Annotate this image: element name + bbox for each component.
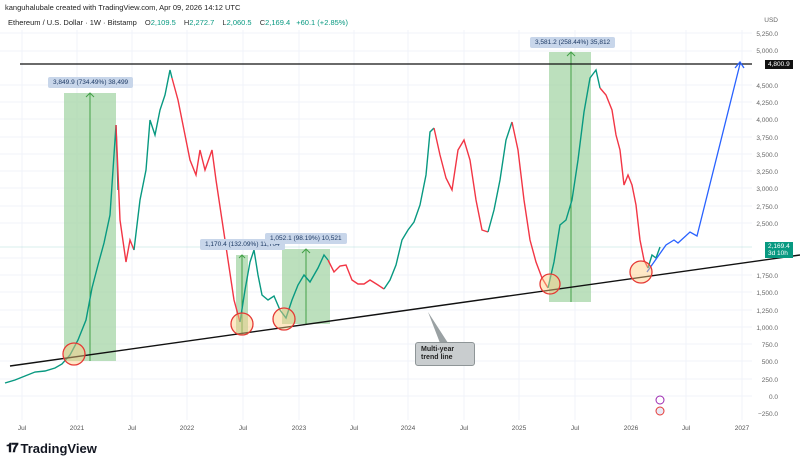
svg-text:5,250.0: 5,250.0 [756, 31, 778, 38]
svg-text:2025: 2025 [512, 425, 527, 432]
current-price-tag: 2,169.4 3d 10h [765, 242, 793, 258]
svg-text:4,000.0: 4,000.0 [756, 117, 778, 124]
symbol-title: Ethereum / U.S. Dollar · 1W · Bitstamp [8, 18, 137, 27]
creator-credit: kanguhalubale created with TradingView.c… [5, 3, 241, 12]
candles [4, 68, 661, 384]
svg-text:Jul: Jul [460, 425, 469, 432]
measure-label-3: 1,052.1 (98.19%) 10,521 [265, 233, 347, 244]
projection-path [646, 63, 741, 273]
change-value: +60.1 (+2.85%) [296, 18, 348, 27]
svg-text:1,500.0: 1,500.0 [756, 290, 778, 297]
svg-text:−250.0: −250.0 [758, 411, 778, 418]
trend-line-callout: Multi-year trend line [415, 342, 475, 366]
low-value: 2,060.5 [226, 18, 252, 27]
tradingview-logo-text: TradingView [20, 440, 97, 456]
svg-text:5,000.0: 5,000.0 [756, 48, 778, 55]
svg-text:3,250.0: 3,250.0 [756, 169, 778, 176]
svg-text:250.0: 250.0 [762, 377, 779, 384]
svg-text:3,000.0: 3,000.0 [756, 186, 778, 193]
current-price-value: 2,169.4 [768, 243, 790, 250]
svg-text:Jul: Jul [571, 425, 580, 432]
svg-text:3,750.0: 3,750.0 [756, 135, 778, 142]
measure-label-4: 3,581.2 (258.44%) 35,812 [530, 37, 616, 48]
svg-text:Jul: Jul [682, 425, 691, 432]
svg-text:USD: USD [764, 17, 778, 24]
event-icon-us-flag[interactable] [655, 406, 665, 416]
svg-text:2024: 2024 [401, 425, 416, 432]
open-value: 2,109.5 [150, 18, 176, 27]
event-icon-dividend[interactable] [655, 395, 665, 405]
svg-text:Jul: Jul [18, 425, 27, 432]
grid [0, 30, 752, 420]
svg-text:Jul: Jul [350, 425, 359, 432]
svg-text:2027: 2027 [735, 425, 750, 432]
svg-text:1,250.0: 1,250.0 [756, 308, 778, 315]
svg-text:1,000.0: 1,000.0 [756, 325, 778, 332]
svg-text:Jul: Jul [239, 425, 248, 432]
svg-text:3,500.0: 3,500.0 [756, 152, 778, 159]
y-axis: USD 5,250.0 5,000.0 4,500.0 4,250.0 4,00… [756, 17, 778, 418]
bar-countdown: 3d 10h [768, 250, 788, 257]
symbol-legend: Ethereum / U.S. Dollar · 1W · Bitstamp O… [8, 18, 348, 27]
svg-text:2,500.0: 2,500.0 [756, 221, 778, 228]
callout-line-1: Multi-year [421, 346, 455, 353]
svg-text:2026: 2026 [624, 425, 639, 432]
svg-text:1,750.0: 1,750.0 [756, 273, 778, 280]
close-label: C [259, 18, 266, 27]
touch-circles [62, 260, 653, 366]
x-axis: Jul 2021 Jul 2022 Jul 2023 Jul 2024 Jul … [18, 425, 750, 432]
svg-text:Jul: Jul [128, 425, 137, 432]
svg-text:2021: 2021 [70, 425, 85, 432]
tradingview-logo-icon: 𝟏𝟕 [6, 440, 19, 455]
callout-pointer [428, 312, 448, 343]
open-label: O [144, 18, 151, 27]
resistance-price-tag: 4,800.9 [765, 60, 793, 69]
svg-text:500.0: 500.0 [762, 359, 779, 366]
svg-text:2,750.0: 2,750.0 [756, 204, 778, 211]
high-value: 2,272.7 [189, 18, 215, 27]
high-label: H [183, 18, 190, 27]
svg-text:2022: 2022 [180, 425, 195, 432]
callout-line-2: trend line [421, 354, 453, 361]
measure-label-2: 1,170.4 (132.09%) 11,704 [200, 239, 285, 250]
svg-text:0.0: 0.0 [769, 394, 778, 401]
svg-text:2023: 2023 [292, 425, 307, 432]
svg-text:4,500.0: 4,500.0 [756, 83, 778, 90]
low-label: L [222, 18, 227, 27]
tradingview-logo[interactable]: 𝟏𝟕 TradingView [6, 440, 97, 456]
close-value: 2,169.4 [265, 18, 291, 27]
measure-label-1: 3,849.9 (734.49%) 38,499 [48, 77, 134, 88]
trend-line [9, 254, 800, 367]
svg-text:750.0: 750.0 [762, 342, 779, 349]
svg-text:4,250.0: 4,250.0 [756, 100, 778, 107]
